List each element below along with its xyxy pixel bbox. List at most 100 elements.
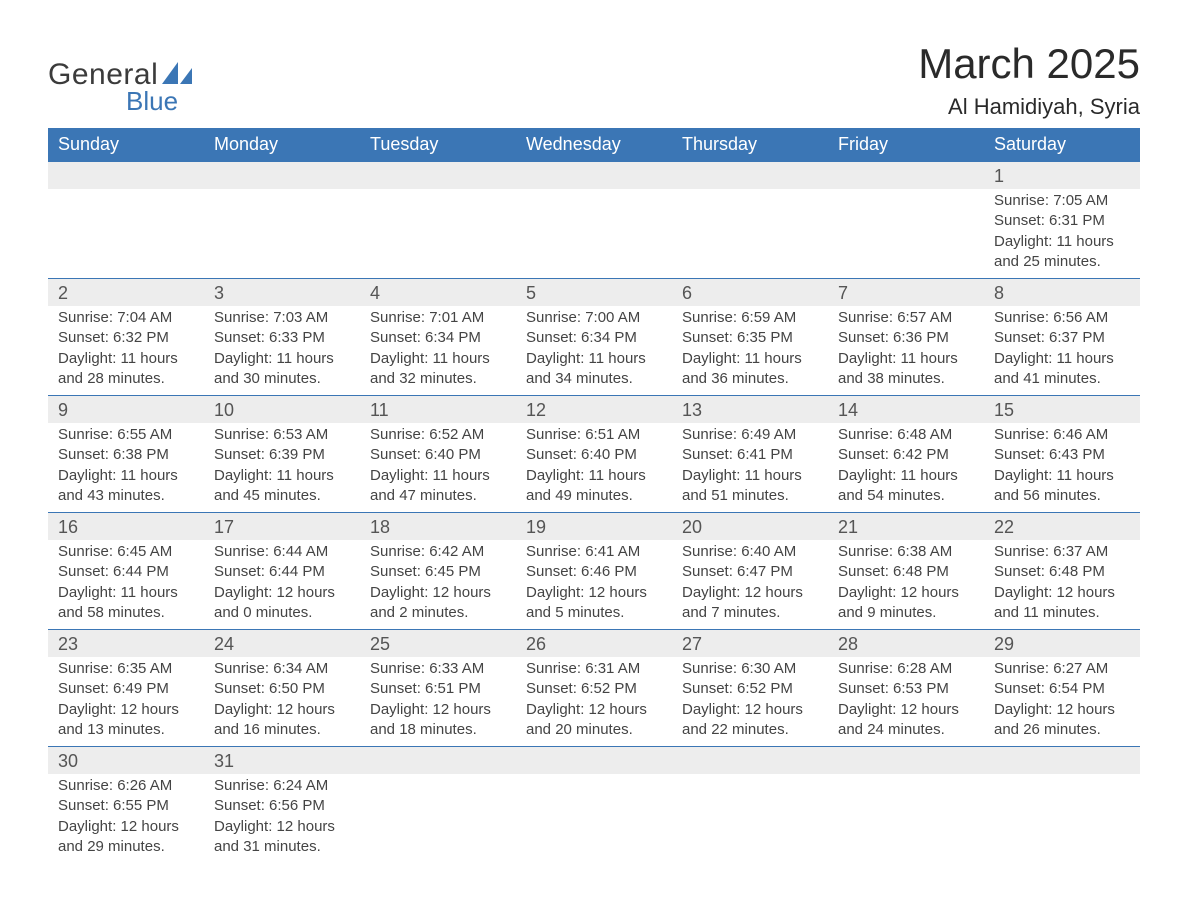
title-block: March 2025 Al Hamidiyah, Syria xyxy=(918,40,1140,120)
detail-line-ss: Sunset: 6:34 PM xyxy=(370,328,506,348)
logo-sail-icon xyxy=(162,62,192,89)
detail-line-d2: and 45 minutes. xyxy=(214,486,350,506)
day-details-cell: Sunrise: 6:27 AMSunset: 6:54 PMDaylight:… xyxy=(984,657,1140,747)
day-number: 26 xyxy=(516,630,672,657)
day-number-cell: 21 xyxy=(828,513,984,541)
detail-line-sr: Sunrise: 6:46 AM xyxy=(994,425,1130,445)
day-number-cell xyxy=(516,162,672,190)
detail-line-sr: Sunrise: 6:30 AM xyxy=(682,659,818,679)
detail-line-d2: and 32 minutes. xyxy=(370,369,506,389)
day-number: 25 xyxy=(360,630,516,657)
detail-line-d2: and 9 minutes. xyxy=(838,603,974,623)
day-details-cell: Sunrise: 6:40 AMSunset: 6:47 PMDaylight:… xyxy=(672,540,828,630)
header: General Blue March 2025 Al Hamidiyah, Sy… xyxy=(48,40,1140,120)
day-number-cell: 27 xyxy=(672,630,828,658)
day-number-cell: 11 xyxy=(360,396,516,424)
detail-line-d1: Daylight: 11 hours xyxy=(994,349,1130,369)
detail-line-d1: Daylight: 12 hours xyxy=(838,700,974,720)
day-details-cell xyxy=(984,774,1140,863)
detail-line-d2: and 54 minutes. xyxy=(838,486,974,506)
detail-line-d2: and 30 minutes. xyxy=(214,369,350,389)
day-number-cell xyxy=(360,162,516,190)
detail-line-d1: Daylight: 11 hours xyxy=(58,349,194,369)
day-details-cell xyxy=(360,774,516,863)
day-number: 24 xyxy=(204,630,360,657)
detail-line-sr: Sunrise: 6:52 AM xyxy=(370,425,506,445)
detail-line-d2: and 56 minutes. xyxy=(994,486,1130,506)
day-number: 1 xyxy=(984,162,1140,189)
detail-line-d1: Daylight: 12 hours xyxy=(682,700,818,720)
detail-line-d2: and 26 minutes. xyxy=(994,720,1130,740)
detail-line-sr: Sunrise: 6:27 AM xyxy=(994,659,1130,679)
detail-line-ss: Sunset: 6:36 PM xyxy=(838,328,974,348)
detail-line-sr: Sunrise: 6:40 AM xyxy=(682,542,818,562)
day-details: Sunrise: 6:53 AMSunset: 6:39 PMDaylight:… xyxy=(204,423,360,512)
day-details-cell: Sunrise: 7:01 AMSunset: 6:34 PMDaylight:… xyxy=(360,306,516,396)
detail-line-ss: Sunset: 6:42 PM xyxy=(838,445,974,465)
day-details: Sunrise: 6:59 AMSunset: 6:35 PMDaylight:… xyxy=(672,306,828,395)
day-details: Sunrise: 7:05 AMSunset: 6:31 PMDaylight:… xyxy=(984,189,1140,278)
detail-line-ss: Sunset: 6:54 PM xyxy=(994,679,1130,699)
day-details: Sunrise: 6:31 AMSunset: 6:52 PMDaylight:… xyxy=(516,657,672,746)
detail-line-d1: Daylight: 11 hours xyxy=(58,466,194,486)
day-number-cell xyxy=(672,162,828,190)
day-details: Sunrise: 6:42 AMSunset: 6:45 PMDaylight:… xyxy=(360,540,516,629)
day-number-cell: 23 xyxy=(48,630,204,658)
detail-line-d2: and 24 minutes. xyxy=(838,720,974,740)
day-details-cell xyxy=(828,189,984,279)
day-details-cell xyxy=(360,189,516,279)
detail-line-ss: Sunset: 6:44 PM xyxy=(58,562,194,582)
day-number: 17 xyxy=(204,513,360,540)
detail-line-d1: Daylight: 12 hours xyxy=(214,583,350,603)
detail-line-sr: Sunrise: 6:42 AM xyxy=(370,542,506,562)
day-number-cell: 28 xyxy=(828,630,984,658)
day-details: Sunrise: 7:04 AMSunset: 6:32 PMDaylight:… xyxy=(48,306,204,395)
day-details-cell: Sunrise: 6:41 AMSunset: 6:46 PMDaylight:… xyxy=(516,540,672,630)
detail-line-ss: Sunset: 6:39 PM xyxy=(214,445,350,465)
day-details-cell: Sunrise: 6:49 AMSunset: 6:41 PMDaylight:… xyxy=(672,423,828,513)
detail-line-d1: Daylight: 11 hours xyxy=(526,349,662,369)
detail-line-d1: Daylight: 12 hours xyxy=(682,583,818,603)
detail-line-d1: Daylight: 12 hours xyxy=(58,700,194,720)
day-number-cell xyxy=(516,747,672,775)
detail-line-ss: Sunset: 6:34 PM xyxy=(526,328,662,348)
detail-line-d1: Daylight: 11 hours xyxy=(838,466,974,486)
day-number-cell: 2 xyxy=(48,279,204,307)
detail-line-ss: Sunset: 6:48 PM xyxy=(838,562,974,582)
detail-line-sr: Sunrise: 6:45 AM xyxy=(58,542,194,562)
detail-line-sr: Sunrise: 6:53 AM xyxy=(214,425,350,445)
detail-line-d2: and 34 minutes. xyxy=(526,369,662,389)
day-header: Monday xyxy=(204,128,360,162)
location-label: Al Hamidiyah, Syria xyxy=(918,94,1140,120)
detail-line-ss: Sunset: 6:40 PM xyxy=(370,445,506,465)
day-details: Sunrise: 6:57 AMSunset: 6:36 PMDaylight:… xyxy=(828,306,984,395)
day-details-cell: Sunrise: 6:26 AMSunset: 6:55 PMDaylight:… xyxy=(48,774,204,863)
day-number-cell: 15 xyxy=(984,396,1140,424)
day-number: 31 xyxy=(204,747,360,774)
day-number: 30 xyxy=(48,747,204,774)
day-details: Sunrise: 6:48 AMSunset: 6:42 PMDaylight:… xyxy=(828,423,984,512)
day-details-cell: Sunrise: 6:33 AMSunset: 6:51 PMDaylight:… xyxy=(360,657,516,747)
day-number-cell: 30 xyxy=(48,747,204,775)
calendar-head: SundayMondayTuesdayWednesdayThursdayFrid… xyxy=(48,128,1140,162)
day-number: 3 xyxy=(204,279,360,306)
day-details: Sunrise: 6:44 AMSunset: 6:44 PMDaylight:… xyxy=(204,540,360,629)
day-details-cell xyxy=(204,189,360,279)
day-number: 18 xyxy=(360,513,516,540)
detail-line-d2: and 28 minutes. xyxy=(58,369,194,389)
detail-line-d1: Daylight: 11 hours xyxy=(526,466,662,486)
day-details-cell: Sunrise: 6:57 AMSunset: 6:36 PMDaylight:… xyxy=(828,306,984,396)
day-details: Sunrise: 6:26 AMSunset: 6:55 PMDaylight:… xyxy=(48,774,204,863)
detail-line-d1: Daylight: 12 hours xyxy=(526,583,662,603)
day-number: 11 xyxy=(360,396,516,423)
day-number-cell xyxy=(48,162,204,190)
day-details-cell: Sunrise: 7:03 AMSunset: 6:33 PMDaylight:… xyxy=(204,306,360,396)
detail-line-d2: and 29 minutes. xyxy=(58,837,194,857)
day-details-cell: Sunrise: 6:35 AMSunset: 6:49 PMDaylight:… xyxy=(48,657,204,747)
detail-line-d2: and 51 minutes. xyxy=(682,486,818,506)
detail-line-ss: Sunset: 6:37 PM xyxy=(994,328,1130,348)
detail-line-d1: Daylight: 12 hours xyxy=(214,700,350,720)
day-number: 20 xyxy=(672,513,828,540)
day-details: Sunrise: 6:56 AMSunset: 6:37 PMDaylight:… xyxy=(984,306,1140,395)
detail-line-ss: Sunset: 6:52 PM xyxy=(526,679,662,699)
